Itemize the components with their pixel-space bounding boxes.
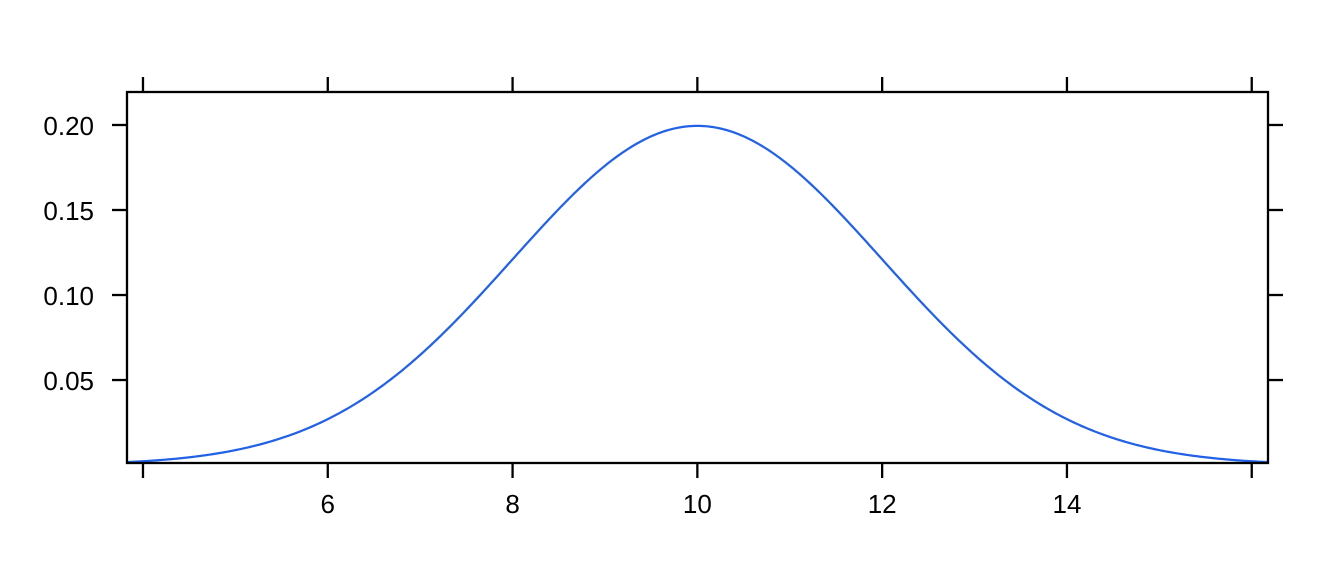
tick-layer (112, 77, 1283, 478)
y-tick-label: 0.05 (43, 366, 94, 396)
density-curve (125, 124, 1270, 464)
x-tick-label: 14 (1052, 489, 1081, 519)
plot-box (125, 90, 1270, 465)
label-layer: 6 8 10 12 14 0.05 0.10 0.15 0.20 (43, 111, 1081, 519)
y-tick-label: 0.10 (43, 281, 94, 311)
x-tick-label: 12 (868, 489, 897, 519)
x-tick-label: 10 (683, 489, 712, 519)
curve-layer (125, 124, 1270, 464)
frame-layer (125, 90, 1270, 465)
y-tick-label: 0.20 (43, 111, 94, 141)
y-tick-label: 0.15 (43, 196, 94, 226)
x-tick-label: 6 (321, 489, 335, 519)
x-tick-label: 8 (505, 489, 519, 519)
